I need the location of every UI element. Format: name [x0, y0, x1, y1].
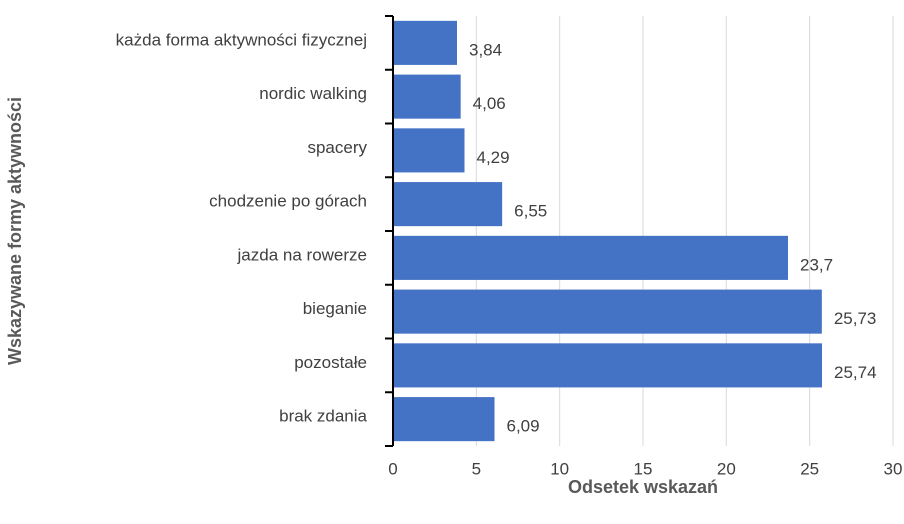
value-label: 3,84	[469, 40, 502, 59]
bar	[393, 397, 495, 442]
bar	[393, 128, 465, 173]
x-axis-title: Odsetek wskazań	[568, 477, 718, 497]
value-label: 25,74	[834, 363, 877, 382]
y-tick-label: bieganie	[303, 299, 367, 318]
x-tick-label: 0	[388, 459, 397, 478]
x-tick-label: 10	[550, 459, 569, 478]
y-tick-label: spacery	[307, 138, 367, 157]
y-tick-label: jazda na rowerze	[237, 245, 367, 264]
value-label: 25,73	[834, 309, 877, 328]
bar	[393, 235, 788, 280]
y-tick-label: każda forma aktywności fizycznej	[116, 30, 367, 49]
y-tick-label: chodzenie po górach	[209, 192, 367, 211]
value-label: 6,55	[514, 202, 547, 221]
value-label: 4,29	[477, 148, 510, 167]
bar	[393, 20, 457, 65]
value-label: 4,06	[473, 94, 506, 113]
bar	[393, 343, 822, 388]
y-axis-title: Wskazywane formy aktywności	[5, 97, 25, 365]
y-tick-label: brak zdania	[279, 407, 367, 426]
bar	[393, 74, 461, 119]
value-label: 23,7	[800, 255, 833, 274]
x-tick-label: 30	[884, 459, 903, 478]
x-tick-label: 20	[717, 459, 736, 478]
bar	[393, 289, 822, 334]
x-tick-label: 15	[634, 459, 653, 478]
x-tick-label: 5	[472, 459, 481, 478]
bar	[393, 182, 503, 227]
value-label: 6,09	[507, 417, 540, 436]
x-tick-label: 25	[800, 459, 819, 478]
y-tick-label: pozostałe	[294, 353, 367, 372]
y-tick-label: nordic walking	[259, 84, 367, 103]
